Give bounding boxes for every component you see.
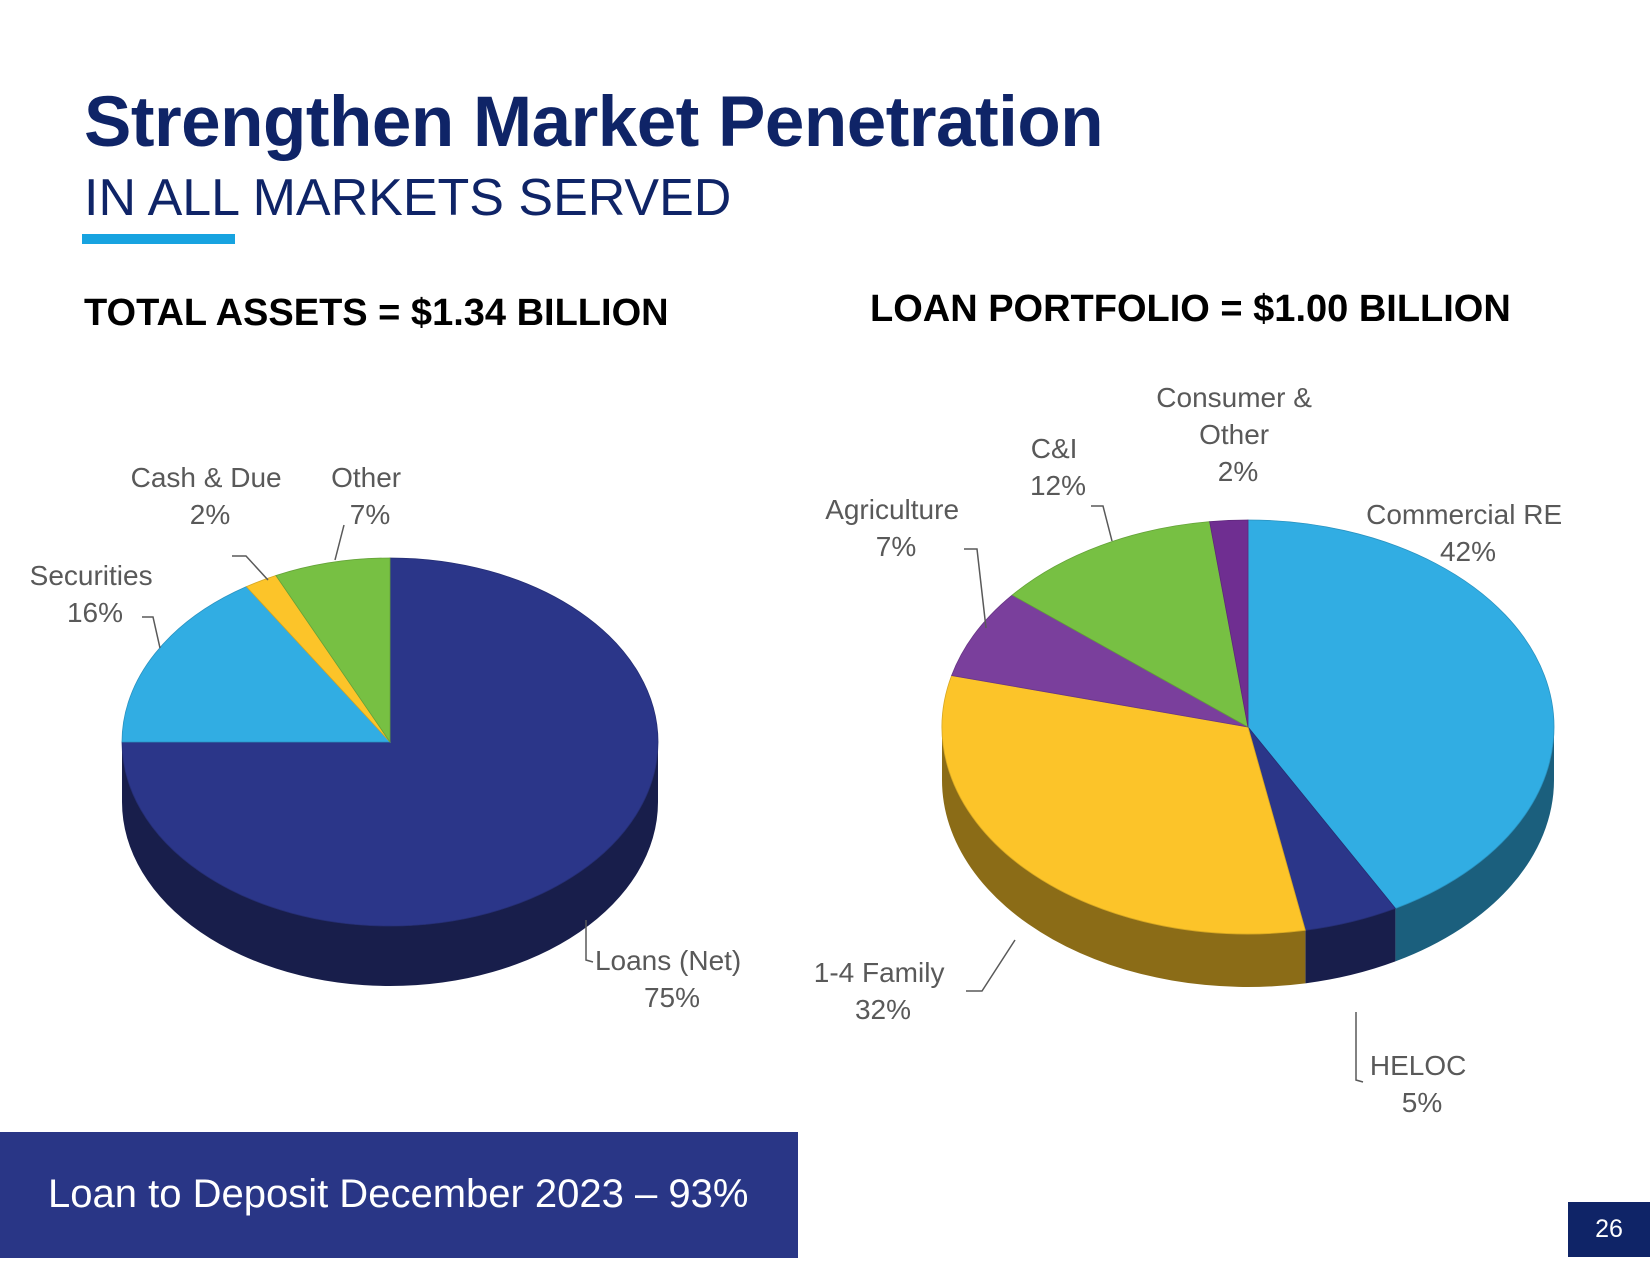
page-number: 26 — [1568, 1202, 1650, 1257]
total-assets-heading: TOTAL ASSETS = $1.34 BILLION — [84, 292, 669, 334]
pie-charts-canvas: Loans (Net) 75% Securities 16% Cash & Du… — [30, 382, 1570, 1118]
loan-to-deposit-text: Loan to Deposit December 2023 – 93% — [48, 1172, 749, 1216]
pie-slice-commercial-re — [1247, 519, 1555, 909]
label-consumer-other: Consumer & Other 2% — [1156, 382, 1319, 487]
label-c-i: C&I 12% — [1030, 433, 1086, 501]
pie-side-commercial-re — [1395, 727, 1554, 962]
label-1-4-family: 1-4 Family 32% — [814, 957, 952, 1025]
label-loans-net: Loans (Net) 75% — [595, 945, 749, 1013]
leader-line-c-i — [1091, 505, 1113, 542]
loan-portfolio-pie-chart — [941, 519, 1555, 987]
pie-side-loans-net — [122, 742, 658, 986]
label-other-assets: Other 7% — [331, 462, 409, 530]
label-securities: Securities 16% — [30, 560, 161, 628]
slide-subtitle: IN ALL MARKETS SERVED — [84, 169, 732, 227]
leader-line-cash-due — [232, 555, 269, 581]
slide-title: Strengthen Market Penetration — [84, 83, 1104, 162]
leader-line-other-assets — [334, 524, 345, 561]
leader-line-1-4-family — [966, 939, 1016, 992]
label-commercial-re: Commercial RE 42% — [1366, 499, 1570, 567]
label-cash-due: Cash & Due 2% — [131, 462, 290, 530]
loan-to-deposit-banner: Loan to Deposit December 2023 – 93% — [0, 1132, 798, 1258]
leader-line-securities — [142, 616, 161, 649]
slice-labels: Loans (Net) 75% Securities 16% Cash & Du… — [30, 382, 1570, 1118]
title-accent-bar — [82, 234, 235, 244]
pie-slice-agriculture — [951, 594, 1249, 728]
pie-slice-c-i — [1011, 521, 1249, 728]
leader-lines — [142, 505, 1364, 1083]
pie-slice-consumer-other — [1209, 519, 1249, 728]
label-heloc: HELOC 5% — [1370, 1050, 1474, 1118]
total-assets-pie-chart — [121, 557, 659, 986]
pie-slice-other — [275, 557, 391, 744]
pie-side-1-4-family — [942, 727, 1306, 987]
loan-portfolio-heading: LOAN PORTFOLIO = $1.00 BILLION — [870, 288, 1511, 330]
pie-slice-1-4-family — [941, 675, 1306, 935]
label-agriculture: Agriculture 7% — [825, 494, 967, 562]
leader-line-loans-net — [585, 920, 594, 963]
leader-line-heloc — [1355, 1012, 1364, 1083]
pie-slice-securities — [121, 586, 391, 743]
leader-line-agriculture — [964, 548, 987, 629]
